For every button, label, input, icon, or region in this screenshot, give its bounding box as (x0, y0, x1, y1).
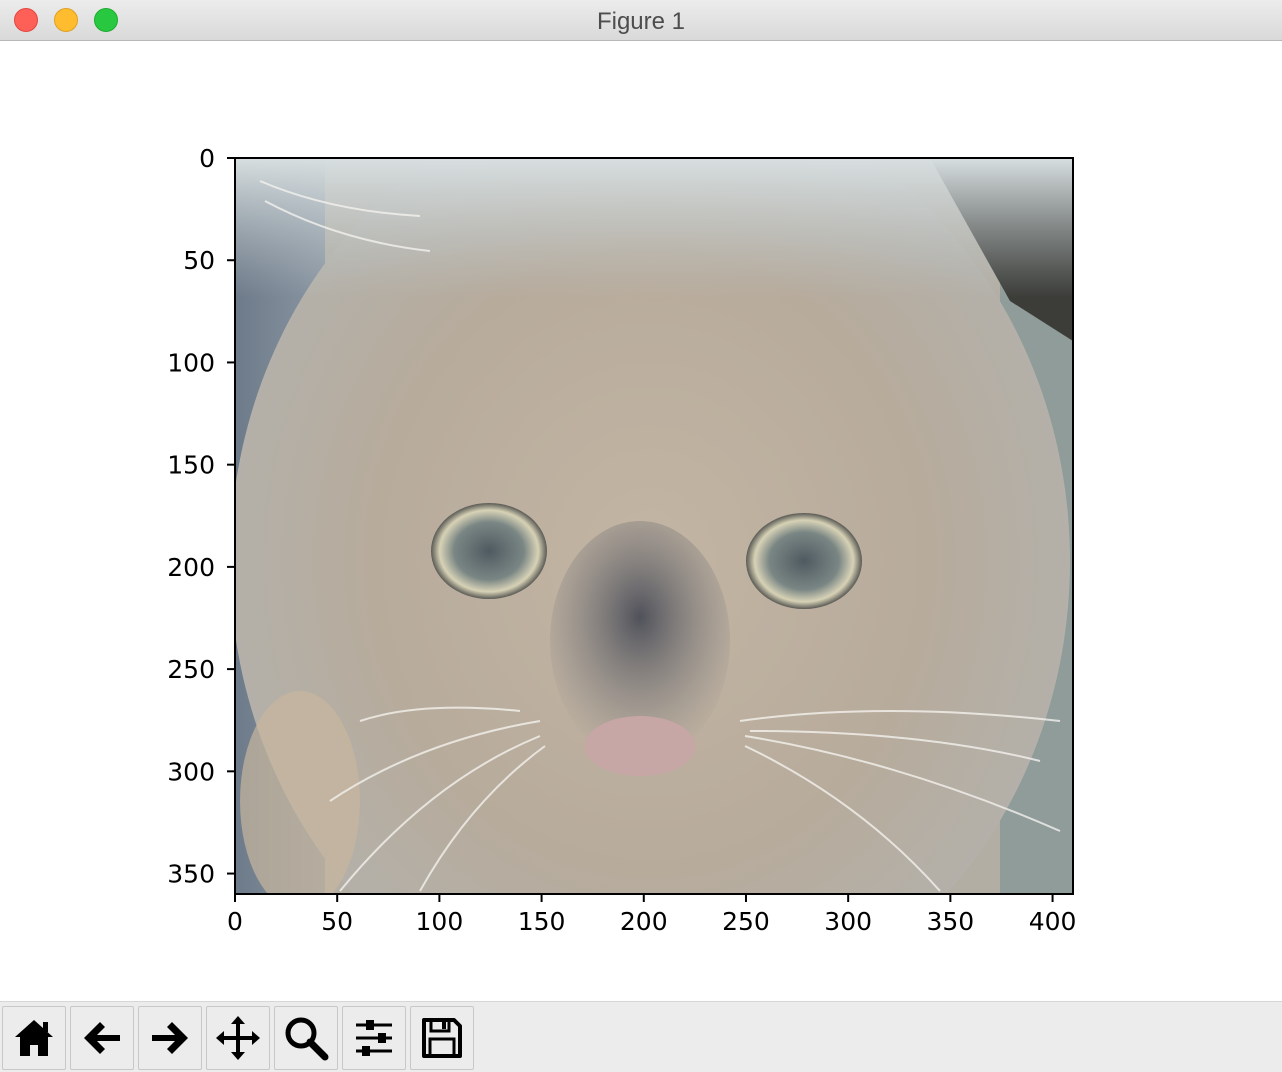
forward-button[interactable] (138, 1006, 202, 1070)
x-tick-label: 150 (518, 907, 566, 936)
save-icon (422, 1018, 462, 1058)
zoom-icon (285, 1017, 329, 1061)
x-tick-label: 0 (227, 907, 243, 936)
pan-button[interactable] (206, 1006, 270, 1070)
window-titlebar: Figure 1 (0, 0, 1282, 41)
x-tick-label: 400 (1029, 907, 1077, 936)
y-tick-label: 200 (167, 553, 215, 582)
configure-subplots-button[interactable] (342, 1006, 406, 1070)
x-tick-label: 350 (927, 907, 975, 936)
home-button[interactable] (2, 1006, 66, 1070)
back-button[interactable] (70, 1006, 134, 1070)
cat-image (235, 158, 1073, 894)
x-axis: 0 50 100 150 200 250 300 350 400 (227, 894, 1076, 936)
x-tick-label: 100 (416, 907, 464, 936)
y-tick-label: 150 (167, 451, 215, 480)
configure-subplots-icon (356, 1020, 392, 1056)
axes-frame (234, 157, 1074, 895)
forward-arrow-icon (152, 1022, 188, 1054)
figure-canvas[interactable]: 0 50 100 150 200 250 300 350 400 0 50 100 150 200 250… (0, 41, 1282, 1001)
y-tick-label: 50 (183, 246, 215, 275)
back-arrow-icon (84, 1022, 120, 1054)
y-tick-label: 0 (199, 144, 215, 173)
maximize-window-button[interactable] (94, 8, 118, 32)
y-axis: 0 50 100 150 200 250 300 350 (167, 144, 235, 889)
pan-icon (216, 1016, 260, 1060)
image-plot[interactable]: 0 50 100 150 200 250 300 350 400 0 50 100 150 200 250… (0, 41, 1282, 1001)
home-icon (15, 1020, 53, 1056)
y-tick-label: 350 (167, 860, 215, 889)
x-tick-label: 300 (824, 907, 872, 936)
y-tick-label: 250 (167, 655, 215, 684)
x-tick-label: 250 (722, 907, 770, 936)
minimize-window-button[interactable] (54, 8, 78, 32)
window-title: Figure 1 (596, 8, 686, 35)
y-tick-label: 300 (167, 757, 215, 786)
y-tick-label: 100 (167, 348, 215, 377)
x-tick-label: 200 (620, 907, 668, 936)
close-window-button[interactable] (14, 8, 38, 32)
x-tick-label: 50 (321, 907, 353, 936)
navigation-toolbar (0, 1001, 1282, 1072)
save-button[interactable] (410, 1006, 474, 1070)
zoom-button[interactable] (274, 1006, 338, 1070)
